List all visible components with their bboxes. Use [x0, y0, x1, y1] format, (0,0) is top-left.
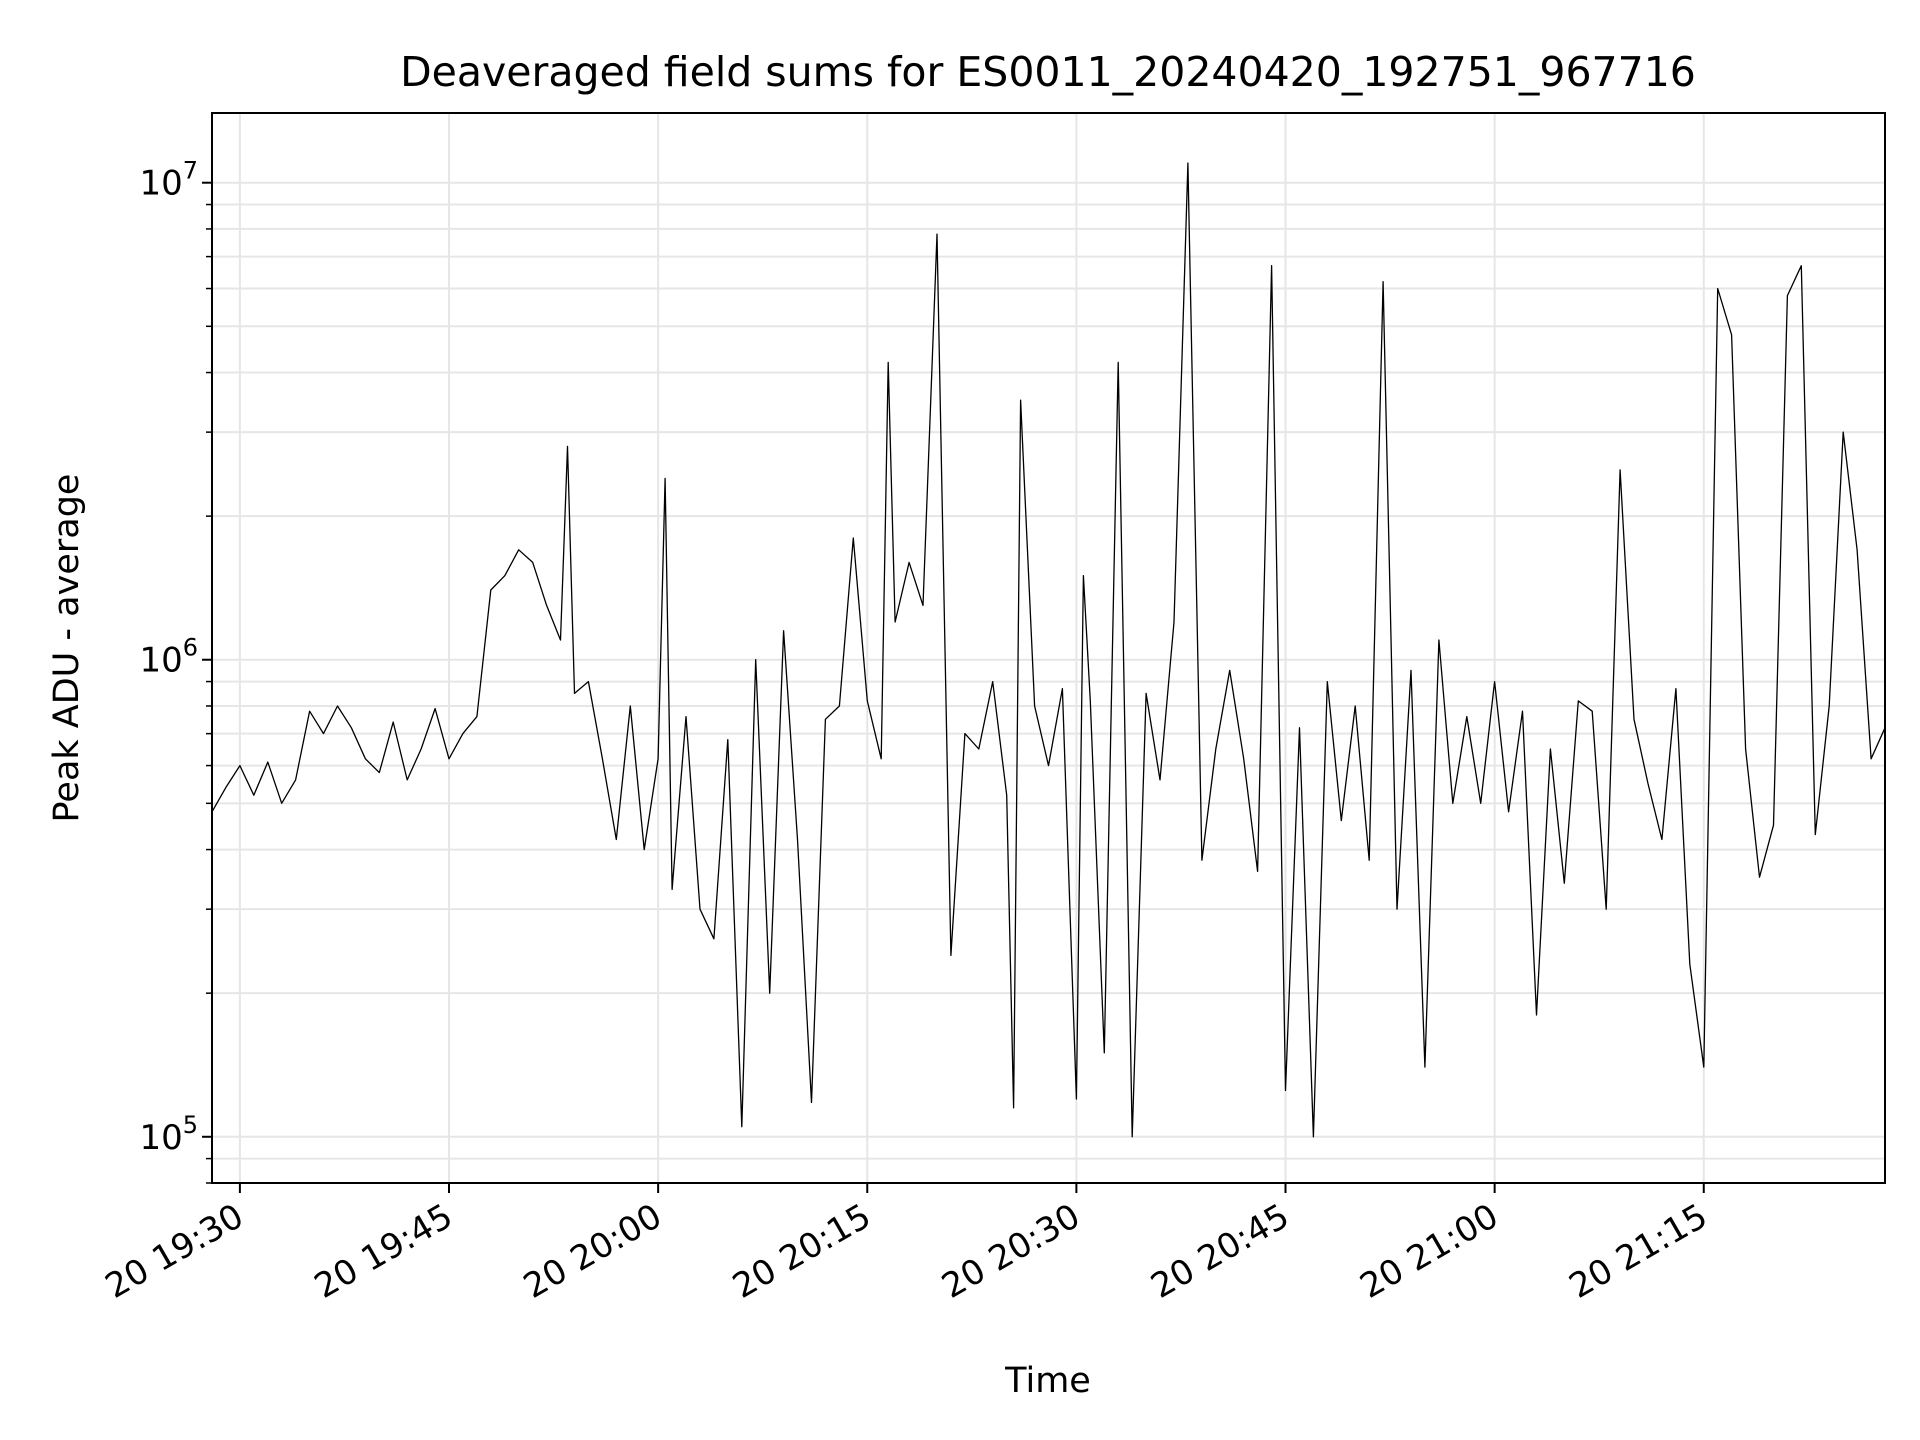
major-gridlines-y: [212, 181, 1885, 1138]
series-line: [211, 162, 1886, 1138]
y-tick-label: 106: [139, 634, 198, 681]
y-tick-label: 105: [139, 1111, 198, 1158]
y-tick-label: 107: [139, 157, 198, 204]
gridlines-x: [238, 113, 1705, 1183]
y-axis-label: Peak ADU - average: [47, 474, 87, 823]
minor-gridlines-y: [212, 203, 1885, 1184]
y-axis-ticks: 105 106 107: [139, 157, 212, 1184]
plot-frame: [211, 112, 1886, 1184]
chart-title: Deaveraged field sums for ES0011_2024042…: [400, 48, 1696, 96]
x-axis-label: Time: [1004, 1361, 1091, 1401]
